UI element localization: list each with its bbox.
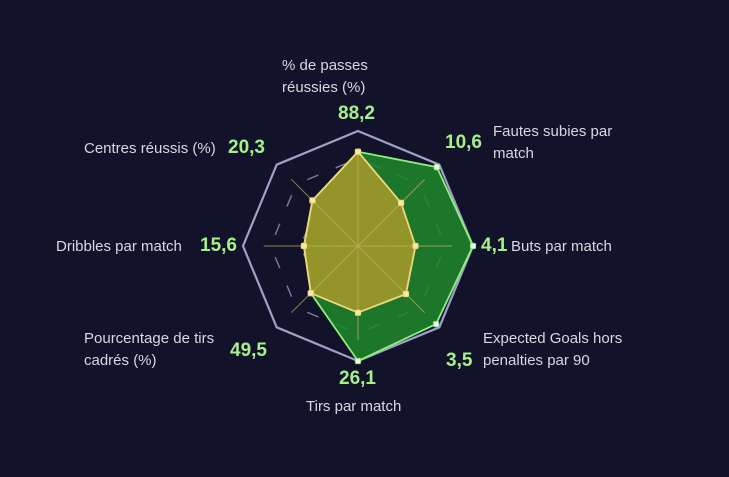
series-0-point-4 xyxy=(354,357,362,365)
series-1-point-6 xyxy=(300,242,308,250)
axis-value-xg: 3,5 xyxy=(446,350,473,371)
grid-tick-0-7a xyxy=(307,174,319,181)
grid-tick-0-6a xyxy=(274,223,281,236)
series-1-point-2 xyxy=(412,242,419,250)
axis-label-tirs-cadres: Pourcentage de tirs cadrés (%) xyxy=(84,330,215,369)
axis-value-centres: 20,3 xyxy=(228,137,265,158)
axis-value-fautes: 10,6 xyxy=(445,132,482,153)
axis-label-xg: Expected Goals hors penalties par 90 xyxy=(483,330,623,369)
axis-label-fautes: Fautes subies par match xyxy=(493,123,613,162)
grid-tick-0-5a xyxy=(286,285,293,297)
spoke-7 xyxy=(290,178,359,247)
axis-value-tirs: 26,1 xyxy=(339,368,376,389)
axis-label-dribbles: Dribbles par match xyxy=(56,238,182,255)
spoke-1 xyxy=(357,178,426,247)
series-1-point-4 xyxy=(354,309,362,316)
series-1-point-3 xyxy=(402,290,410,298)
series-1-point-7 xyxy=(309,197,316,204)
spoke-5 xyxy=(290,245,359,314)
series-0-point-2 xyxy=(469,242,477,250)
spoke-3 xyxy=(357,245,426,314)
axis-label-centres: Centres réussis (%) xyxy=(84,140,216,157)
grid-tick-0-6b xyxy=(286,195,293,207)
axis-label-buts: Buts par match xyxy=(511,238,612,255)
axis-value-dribbles: 15,6 xyxy=(200,235,237,256)
series-0-point-3 xyxy=(432,320,440,328)
series-0-point-1 xyxy=(433,164,440,171)
series-1-point-1 xyxy=(397,199,405,207)
axis-value-passes: 88,2 xyxy=(338,103,375,124)
axis-label-passes: % de passes réussies (%) xyxy=(282,57,368,96)
grid-tick-0-5b xyxy=(274,256,281,269)
grid-tick-0-4b xyxy=(307,311,319,318)
series-1-point-0 xyxy=(354,148,362,155)
grid-tick-0-7b xyxy=(335,162,348,169)
series-1-point-5 xyxy=(307,290,314,297)
axis-value-buts: 4,1 xyxy=(481,235,508,256)
axis-value-tirs-cadres: 49,5 xyxy=(230,340,267,361)
axis-label-tirs: Tirs par match xyxy=(306,398,402,415)
